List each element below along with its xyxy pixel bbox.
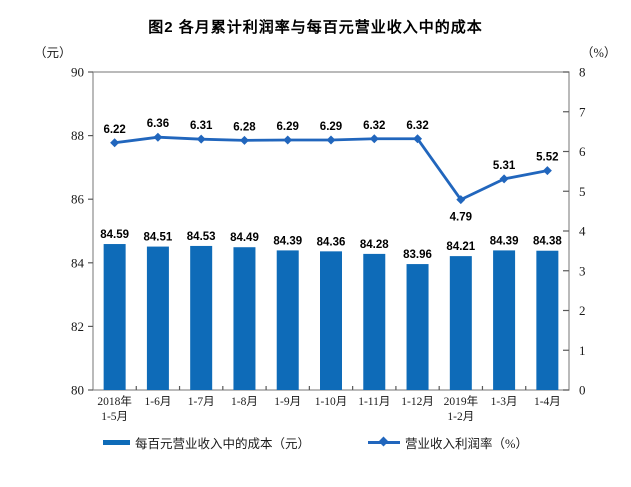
- chart-title: 图2 各月累计利润率与每百元营业收入中的成本: [148, 19, 483, 36]
- line-marker: [499, 174, 509, 184]
- bar-value-label: 84.53: [187, 231, 216, 243]
- line-marker: [326, 135, 336, 145]
- bar: [449, 256, 472, 390]
- x-axis-label: 2018年 1-5月: [97, 394, 132, 423]
- line-marker: [239, 135, 249, 145]
- x-axis-label: 1-8月: [231, 396, 258, 408]
- line-marker: [196, 134, 206, 144]
- bar: [536, 250, 559, 390]
- line-value-label: 5.31: [493, 160, 516, 172]
- line-value-label: 6.32: [406, 120, 428, 132]
- line-marker: [456, 195, 466, 205]
- x-axis-label: 1-6月: [144, 396, 171, 408]
- x-axis-label: 1-4月: [534, 396, 561, 408]
- right-axis-label: 0: [579, 383, 586, 398]
- bar: [190, 245, 213, 390]
- right-axis-label: 7: [579, 104, 586, 119]
- bar: [406, 264, 429, 390]
- x-axis-label: 1-12月: [401, 396, 434, 408]
- line-value-label: 6.22: [103, 124, 125, 136]
- line-value-label: 6.29: [277, 121, 299, 133]
- line-marker: [413, 134, 423, 144]
- right-axis-label: 6: [579, 144, 586, 159]
- left-axis-label: 84: [71, 255, 85, 270]
- x-axis-label: 2019年 1-2月: [444, 394, 479, 423]
- bar-value-label: 84.49: [230, 232, 259, 244]
- line-value-label: 6.28: [233, 121, 256, 133]
- bar: [363, 253, 386, 390]
- line-marker: [153, 132, 163, 142]
- legend-item-profit: 营业收入利润率（%）: [368, 433, 528, 452]
- right-axis-label: 5: [579, 184, 586, 199]
- left-axis-label: 90: [71, 65, 84, 80]
- profit-line-swatch: [368, 436, 401, 447]
- profit-line: [114, 135, 548, 202]
- x-axis-label: 1-3月: [491, 396, 518, 408]
- line-value-label: 5.52: [536, 152, 558, 164]
- cost-bar-swatch: [103, 440, 131, 445]
- right-axis-label: 2: [579, 303, 586, 318]
- left-axis-unit: （元）: [34, 46, 72, 60]
- bar-value-label: 84.21: [446, 241, 475, 253]
- bar-value-label: 84.38: [533, 236, 562, 248]
- bar: [493, 250, 516, 390]
- right-axis-label: 4: [579, 224, 586, 239]
- right-axis-label: 3: [579, 263, 586, 278]
- line-marker: [542, 166, 552, 176]
- line-marker: [110, 138, 120, 148]
- bar-value-label: 84.51: [144, 232, 173, 244]
- left-axis-label: 82: [71, 319, 84, 334]
- legend-item-cost: 每百元营业收入中的成本（元）: [103, 433, 310, 452]
- bar: [103, 244, 126, 390]
- right-axis-label: 8: [579, 65, 586, 80]
- bar: [276, 250, 299, 390]
- x-axis-label: 1-10月: [315, 396, 348, 408]
- line-value-label: 4.79: [450, 212, 472, 224]
- line-value-label: 6.36: [147, 118, 169, 130]
- right-axis-unit: （%）: [581, 46, 617, 60]
- line-marker: [369, 134, 379, 144]
- right-axis-label: 1: [579, 343, 586, 358]
- line-value-label: 6.31: [190, 120, 213, 132]
- line-value-label: 6.29: [320, 121, 342, 133]
- legend-label-profit: 营业收入利润率（%）: [405, 437, 528, 451]
- bar: [320, 251, 342, 390]
- chart-legend: 每百元营业收入中的成本（元） 营业收入利润率（%）: [0, 433, 631, 452]
- bar-value-label: 84.28: [360, 239, 389, 251]
- left-axis-label: 80: [71, 383, 84, 398]
- line-value-label: 6.32: [363, 120, 385, 132]
- x-axis-label: 1-9月: [274, 396, 301, 408]
- left-axis-label: 86: [71, 192, 85, 207]
- bar: [146, 246, 169, 390]
- bar-value-label: 84.59: [100, 229, 129, 241]
- x-axis-label: 1-7月: [188, 396, 215, 408]
- x-axis-label: 1-11月: [358, 396, 390, 408]
- legend-label-cost: 每百元营业收入中的成本（元）: [135, 437, 311, 451]
- bar-value-label: 83.96: [403, 249, 432, 261]
- bar-value-label: 84.39: [490, 235, 519, 247]
- left-axis-label: 88: [71, 128, 84, 143]
- bar-value-label: 84.36: [317, 236, 346, 248]
- bar-value-label: 84.39: [273, 235, 302, 247]
- line-marker: [283, 135, 293, 145]
- bar: [233, 247, 256, 390]
